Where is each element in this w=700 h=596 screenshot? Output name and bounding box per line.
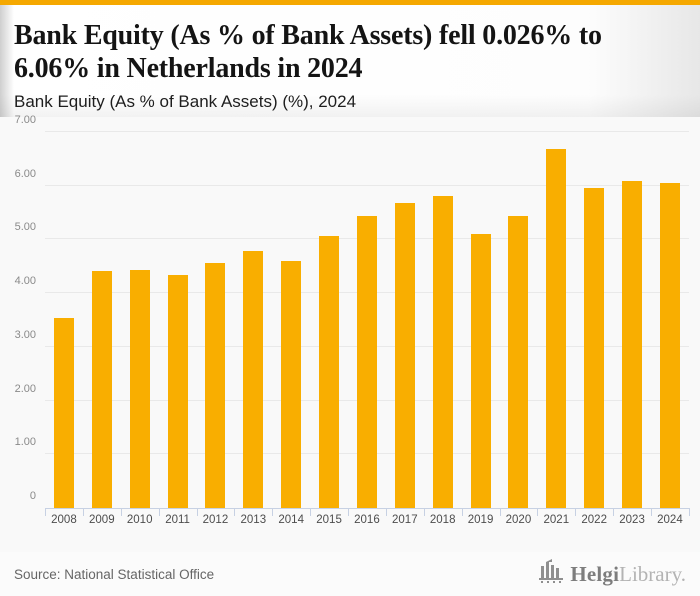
- x-tick-label: 2022: [581, 514, 607, 526]
- x-tick: [385, 508, 387, 516]
- brand-name-primary: Helgi: [570, 561, 620, 586]
- y-tick-label: 4.00: [14, 275, 36, 288]
- bar-2024[interactable]: [659, 182, 680, 508]
- x-tick-label: 2016: [354, 514, 380, 526]
- plot-area: 0 1.00 2.00 3.00 4.00 5.00 6.00 7.00: [15, 114, 690, 516]
- y-tick-label: 1.00: [14, 436, 36, 449]
- y-tick-label: 3.00: [14, 328, 36, 341]
- x-tick-label: 2013: [240, 514, 267, 526]
- x-tick-label: 2012: [202, 514, 229, 526]
- x-tick: [234, 508, 236, 516]
- brand-name: HelgiLibrary.: [570, 562, 686, 587]
- bar-2013[interactable]: [243, 251, 264, 508]
- bar-2020[interactable]: [508, 215, 529, 508]
- x-tick: [499, 508, 501, 516]
- y-tick-label: 2.00: [14, 382, 36, 395]
- x-tick: [613, 508, 615, 516]
- x-tick: [461, 508, 463, 516]
- x-tick: [310, 508, 312, 516]
- bar-2011[interactable]: [167, 275, 188, 508]
- bar-2017[interactable]: [394, 202, 415, 508]
- bar-2023[interactable]: [622, 180, 643, 508]
- y-tick-label: 5.00: [14, 221, 36, 234]
- bar-2021[interactable]: [546, 149, 567, 508]
- bar-slot-2010: [121, 132, 159, 508]
- bar-slot-2014: [272, 132, 310, 508]
- x-tick-label: 2010: [126, 514, 153, 526]
- bar-slot-2021: [537, 132, 575, 508]
- x-tick: [651, 508, 653, 516]
- x-tick: [196, 508, 198, 516]
- chart-header: Bank Equity (As % of Bank Assets) fell 0…: [0, 5, 700, 117]
- bar-2019[interactable]: [470, 233, 491, 508]
- bar-2008[interactable]: [53, 318, 74, 508]
- y-tick-label: 6.00: [14, 167, 36, 180]
- x-tick: [689, 508, 690, 516]
- page-subtitle: Bank Equity (As % of Bank Assets) (%), 2…: [14, 92, 357, 111]
- bar-slot-2011: [159, 132, 197, 508]
- x-tick-label: 2023: [619, 514, 645, 526]
- x-tick: [120, 508, 122, 516]
- x-axis-labels: 2008 2009 2010 2011 2012 2013 2014 2015 2016 2017…: [45, 511, 689, 526]
- helgi-bars-icon: [538, 558, 565, 590]
- source-label: Source: National Statistical Office: [14, 566, 215, 582]
- x-tick: [348, 508, 350, 516]
- gridline: [45, 184, 689, 186]
- x-tick: [45, 508, 46, 516]
- gridline: [45, 131, 689, 132]
- x-tick-label: 2009: [89, 514, 115, 526]
- accent-top-strip: [0, 0, 700, 5]
- bar-slot-2019: [462, 132, 500, 508]
- bar-2018[interactable]: [432, 195, 453, 508]
- x-axis-ticks: [45, 508, 690, 516]
- bars-container: [45, 132, 689, 508]
- y-tick-label: 7.00: [14, 114, 36, 126]
- bar-slot-2020: [500, 132, 538, 508]
- x-tick-label: 2008: [51, 514, 77, 526]
- bar-slot-2012: [197, 132, 235, 508]
- brand-logo: HelgiLibrary.: [538, 558, 686, 590]
- bar-slot-2008: [45, 132, 83, 508]
- x-tick-label: 2011: [165, 514, 190, 526]
- x-tick: [575, 508, 577, 516]
- bar-2022[interactable]: [584, 187, 605, 508]
- x-tick-label: 2017: [392, 514, 418, 526]
- x-tick: [82, 508, 84, 516]
- x-tick-label: 2015: [316, 514, 342, 526]
- page-title: Bank Equity (As % of Bank Assets) fell 0…: [14, 20, 602, 84]
- x-tick-label: 2020: [505, 514, 532, 526]
- bar-2012[interactable]: [205, 262, 226, 508]
- brand-name-secondary: Library.: [619, 561, 686, 586]
- x-tick: [423, 508, 425, 516]
- bar-slot-2022: [575, 132, 613, 508]
- bar-slot-2024: [651, 132, 689, 508]
- bar-slot-2023: [613, 132, 651, 508]
- x-tick-label: 2019: [467, 514, 494, 526]
- bar-slot-2009: [83, 132, 121, 508]
- x-tick: [272, 508, 274, 516]
- bar-slot-2017: [386, 132, 424, 508]
- bar-slot-2013: [234, 132, 272, 508]
- bar-2015[interactable]: [319, 236, 340, 508]
- bar-2016[interactable]: [356, 215, 377, 508]
- x-tick-label: 2021: [543, 514, 570, 526]
- bar-2010[interactable]: [129, 269, 150, 508]
- x-tick-label: 2014: [278, 514, 304, 526]
- y-tick-label: 0: [29, 490, 36, 502]
- footer: Source: National Statistical Office: [0, 552, 700, 596]
- bar-2014[interactable]: [281, 261, 302, 508]
- x-tick-label: 2018: [429, 514, 456, 526]
- bar-slot-2016: [348, 132, 386, 508]
- bar-slot-2018: [424, 132, 462, 508]
- bar-chart: 0 1.00 2.00 3.00 4.00 5.00 6.00 7.00 2008 2009 20…: [0, 114, 700, 567]
- x-tick-label: 2024: [657, 514, 683, 526]
- x-tick: [158, 508, 160, 516]
- bar-2009[interactable]: [91, 270, 112, 508]
- x-tick: [537, 508, 539, 516]
- bar-slot-2015: [310, 132, 348, 508]
